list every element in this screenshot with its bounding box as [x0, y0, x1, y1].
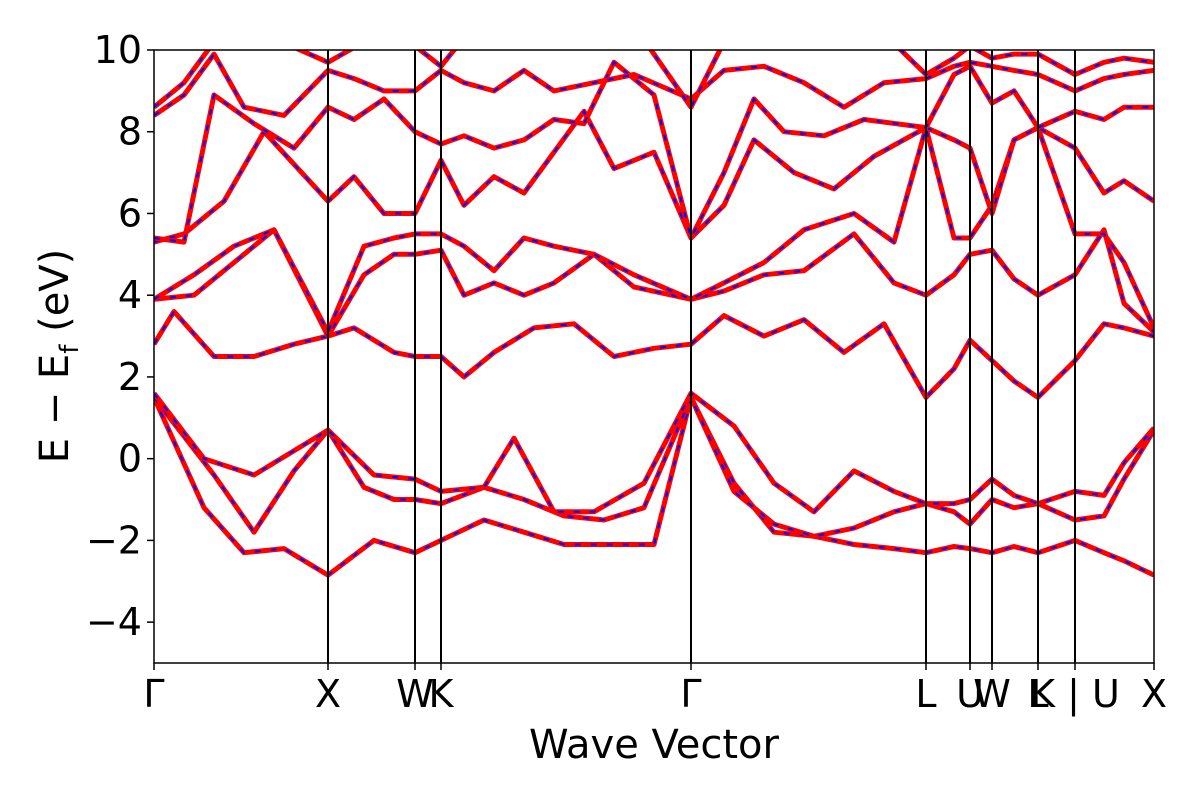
- y-axis-label-subscript: f: [55, 344, 85, 354]
- band-8-overlay: [154, 60, 1154, 244]
- x-tick-label-2: W: [396, 672, 434, 716]
- x-axis-label: Wave Vector: [529, 722, 780, 768]
- high-symmetry-lines: [327, 50, 1076, 663]
- y-axis-label-unit: (eV): [32, 249, 78, 345]
- y-tick-label-1: −2: [86, 518, 142, 562]
- band-3-overlay: [154, 391, 1154, 514]
- band-4-overlay: [154, 309, 1154, 400]
- band-9: [154, 51, 1154, 118]
- band-9-overlay: [154, 52, 1154, 117]
- y-tick-label-0: −4: [86, 600, 142, 644]
- band-10-overlay: [154, 50, 1154, 110]
- x-tick-label-4: Γ: [680, 672, 701, 716]
- y-tick-label-7: 10: [94, 28, 142, 72]
- x-tick-label-0: Γ: [143, 672, 164, 716]
- plot-frame: [153, 49, 1155, 664]
- x-tick-label-1: X: [315, 672, 341, 716]
- y-tick-label-2: 0: [118, 437, 142, 481]
- x-tick-label-7: W: [973, 672, 1011, 716]
- band-7: [154, 108, 1154, 245]
- band-2: [154, 394, 1154, 539]
- band-7-overlay: [154, 109, 1154, 244]
- y-axis-label-main: E − E: [32, 354, 78, 464]
- x-tick-label-9: K | U: [1030, 672, 1120, 717]
- band-3: [154, 390, 1154, 515]
- y-tick-label-6: 8: [118, 110, 142, 154]
- y-axis-ticks: −4 −2 0 2 4 6 8 10: [86, 28, 154, 644]
- x-tick-label-6: U: [956, 672, 984, 716]
- x-tick-label-8: L: [1027, 672, 1048, 716]
- y-tick-label-4: 4: [118, 273, 142, 317]
- x-tick-label-5: L: [915, 672, 936, 716]
- x-tick-label-3: K: [429, 672, 455, 716]
- y-tick-label-5: 6: [118, 191, 142, 235]
- y-axis-label: E − Ef (eV): [32, 249, 85, 464]
- x-tick-label-10: X: [1141, 672, 1167, 716]
- band-4: [154, 309, 1154, 400]
- band-1-overlay: [154, 394, 1154, 577]
- band-lines: [154, 50, 1154, 578]
- y-tick-label-3: 2: [118, 355, 142, 399]
